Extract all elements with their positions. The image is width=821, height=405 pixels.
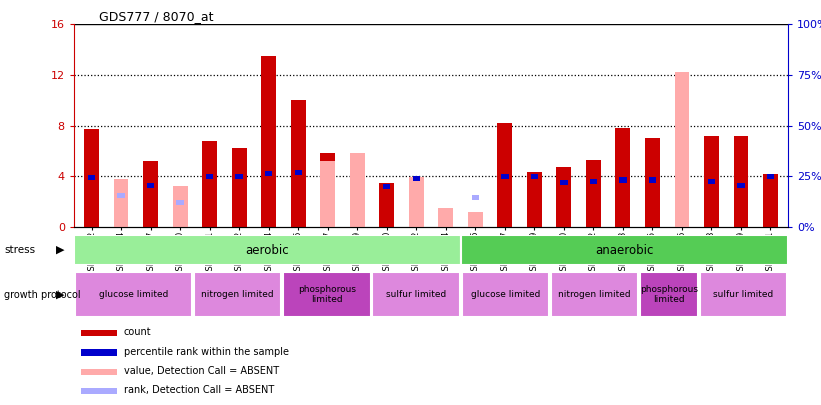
Bar — [291, 100, 305, 227]
Bar — [640, 272, 698, 317]
Bar — [586, 160, 601, 227]
Bar — [81, 330, 117, 336]
Bar — [74, 235, 461, 265]
Bar — [177, 200, 184, 205]
Bar — [81, 349, 117, 356]
Text: nitrogen limited: nitrogen limited — [558, 290, 631, 299]
Bar — [75, 272, 192, 317]
Bar — [206, 174, 213, 179]
Bar — [320, 153, 335, 227]
Text: sulfur limited: sulfur limited — [386, 290, 447, 299]
Bar — [88, 175, 95, 180]
Text: rank, Detection Call = ABSENT: rank, Detection Call = ABSENT — [124, 386, 274, 395]
Bar — [468, 211, 483, 227]
Bar — [383, 184, 391, 189]
Bar — [379, 183, 394, 227]
Text: ▶: ▶ — [56, 245, 64, 255]
Text: glucose limited: glucose limited — [99, 290, 168, 299]
Bar — [551, 272, 639, 317]
Bar — [283, 272, 370, 317]
Bar — [172, 186, 187, 227]
Text: sulfur limited: sulfur limited — [713, 290, 773, 299]
Bar — [409, 177, 424, 227]
Bar — [763, 174, 777, 227]
Text: glucose limited: glucose limited — [470, 290, 540, 299]
Bar — [704, 136, 719, 227]
Bar — [117, 193, 125, 198]
Text: value, Detection Call = ABSENT: value, Detection Call = ABSENT — [124, 366, 279, 376]
Bar — [320, 161, 335, 227]
Text: ▶: ▶ — [56, 290, 64, 300]
Text: phosphorous
limited: phosphorous limited — [298, 285, 355, 304]
Bar — [498, 123, 512, 227]
Bar — [81, 388, 117, 394]
Bar — [589, 179, 597, 184]
Bar — [261, 56, 276, 227]
Bar — [645, 138, 660, 227]
Bar — [708, 179, 715, 184]
Bar — [236, 174, 243, 179]
Bar — [413, 176, 420, 181]
Bar — [194, 272, 282, 317]
Bar — [461, 272, 549, 317]
Bar — [699, 272, 787, 317]
Bar — [81, 369, 117, 375]
Bar — [471, 195, 479, 200]
Bar — [232, 148, 246, 227]
Bar — [649, 177, 656, 183]
Bar — [202, 141, 217, 227]
Text: phosphorous
limited: phosphorous limited — [640, 285, 698, 304]
Text: GDS777 / 8070_at: GDS777 / 8070_at — [99, 10, 213, 23]
Text: aerobic: aerobic — [245, 243, 289, 257]
Bar — [737, 183, 745, 188]
Text: anaerobic: anaerobic — [595, 243, 654, 257]
Bar — [265, 171, 273, 176]
Text: nitrogen limited: nitrogen limited — [201, 290, 274, 299]
Bar — [619, 177, 626, 183]
Bar — [373, 272, 460, 317]
Bar — [767, 174, 774, 179]
Text: percentile rank within the sample: percentile rank within the sample — [124, 347, 289, 356]
Bar — [733, 136, 748, 227]
Bar — [438, 208, 453, 227]
Bar — [530, 174, 538, 179]
Bar — [557, 167, 571, 227]
Bar — [675, 72, 690, 227]
Text: stress: stress — [4, 245, 35, 255]
Text: growth protocol: growth protocol — [4, 290, 80, 300]
Bar — [143, 161, 158, 227]
Bar — [461, 235, 788, 265]
Bar — [560, 180, 567, 185]
Bar — [295, 170, 302, 175]
Bar — [350, 153, 365, 227]
Bar — [114, 179, 129, 227]
Bar — [501, 174, 508, 179]
Bar — [616, 128, 631, 227]
Bar — [85, 129, 99, 227]
Text: count: count — [124, 327, 152, 337]
Bar — [147, 183, 154, 188]
Bar — [527, 173, 542, 227]
